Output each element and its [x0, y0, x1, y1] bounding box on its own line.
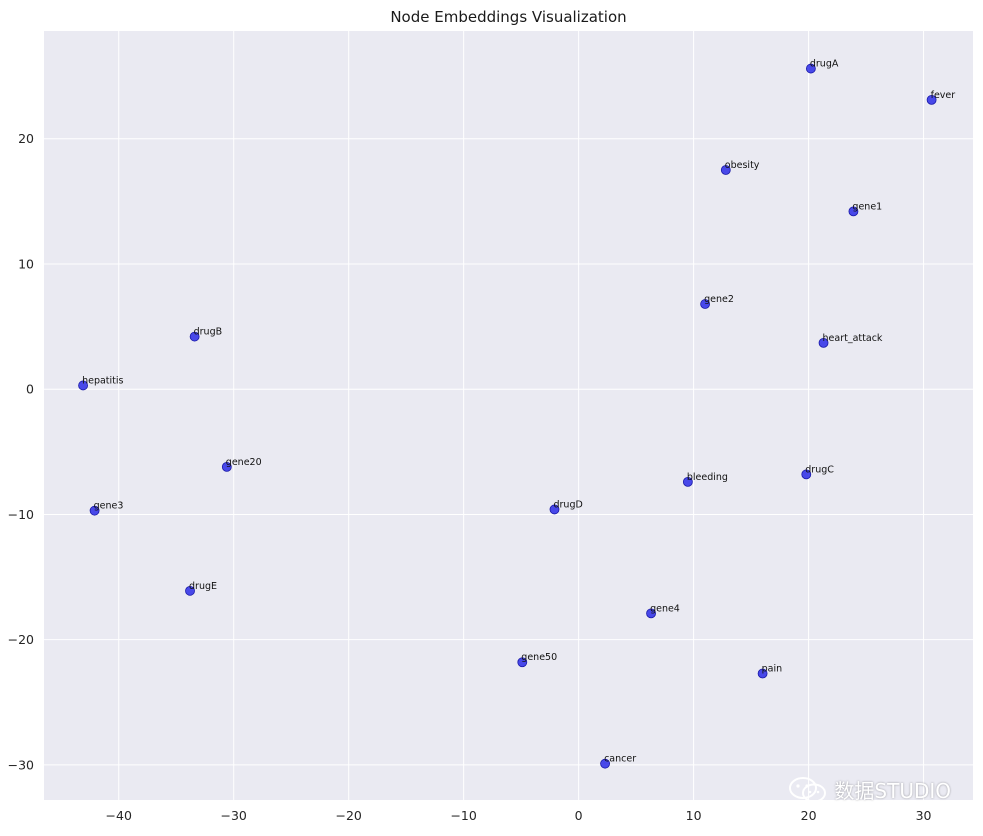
point-label-gene3: gene3	[94, 501, 124, 512]
data-point-drugD	[549, 504, 560, 515]
wechat-icon	[789, 776, 827, 802]
data-point-fever	[926, 94, 937, 105]
point-label-cancer: cancer	[604, 754, 636, 765]
point-label-gene20: gene20	[226, 457, 262, 468]
y-tick-label: −30	[8, 757, 34, 772]
point-labels: drugAfeverobesitygene1gene2heart_attackd…	[82, 59, 955, 765]
data-point-drugE	[185, 585, 195, 596]
chart-title: Node Embeddings Visualization	[390, 8, 626, 26]
data-point-drugB	[189, 331, 200, 342]
data-point-obesity	[720, 165, 731, 175]
point-label-hepatitis: hepatitis	[82, 375, 123, 386]
point-label-drugD: drugD	[553, 499, 582, 510]
point-label-drugE: drugE	[189, 581, 217, 592]
watermark: 数据STUDIO	[788, 775, 951, 804]
y-tick-label: −10	[8, 507, 34, 522]
point-label-drugA: drugA	[810, 59, 839, 70]
point-label-bleeding: bleeding	[687, 472, 728, 483]
x-tick-label: 30	[916, 808, 932, 823]
data-point-pain	[757, 668, 768, 679]
x-tick-label: −30	[221, 808, 247, 823]
data-points	[78, 63, 937, 769]
data-point-drugC	[801, 469, 812, 480]
data-point-gene3	[89, 505, 100, 516]
point-label-gene2: gene2	[704, 294, 734, 305]
plot-area	[44, 31, 973, 800]
x-tick-label: 20	[801, 808, 817, 823]
point-label-drugB: drugB	[194, 327, 223, 338]
y-tick-label: −20	[8, 632, 34, 647]
point-label-pain: pain	[762, 664, 783, 675]
x-tick-label: 0	[575, 808, 583, 823]
x-tick-label: 10	[686, 808, 702, 823]
y-tick-label: 10	[18, 256, 34, 271]
point-label-gene1: gene1	[852, 201, 882, 212]
x-tick-label: −40	[106, 808, 132, 823]
point-label-heart_attack: heart_attack	[823, 333, 883, 344]
x-tick-label: −10	[450, 808, 476, 823]
point-label-gene50: gene50	[521, 652, 557, 663]
data-point-hepatitis	[78, 380, 88, 391]
data-point-gene1	[848, 206, 859, 217]
point-label-obesity: obesity	[725, 160, 760, 171]
data-point-heart_attack	[818, 337, 829, 348]
point-label-fever: fever	[931, 90, 956, 101]
data-point-gene20	[221, 461, 232, 472]
grid	[44, 31, 973, 800]
data-point-gene4	[646, 608, 656, 619]
data-point-gene50	[517, 657, 528, 668]
point-label-gene4: gene4	[650, 603, 680, 614]
data-point-bleeding	[682, 476, 693, 487]
data-point-cancer	[600, 758, 610, 769]
y-tick-label: 0	[26, 382, 34, 397]
axis-ticks: −40 −30 −20 −10 0 10 20 30 −30 −20 −10 0 10 20	[8, 131, 932, 823]
x-tick-label: −20	[335, 808, 361, 823]
data-point-gene2	[700, 299, 711, 309]
data-point-drugA	[805, 63, 816, 74]
watermark-text: 数据STUDIO	[834, 779, 951, 803]
point-label-drugC: drugC	[805, 464, 834, 475]
y-tick-label: 20	[18, 131, 34, 146]
